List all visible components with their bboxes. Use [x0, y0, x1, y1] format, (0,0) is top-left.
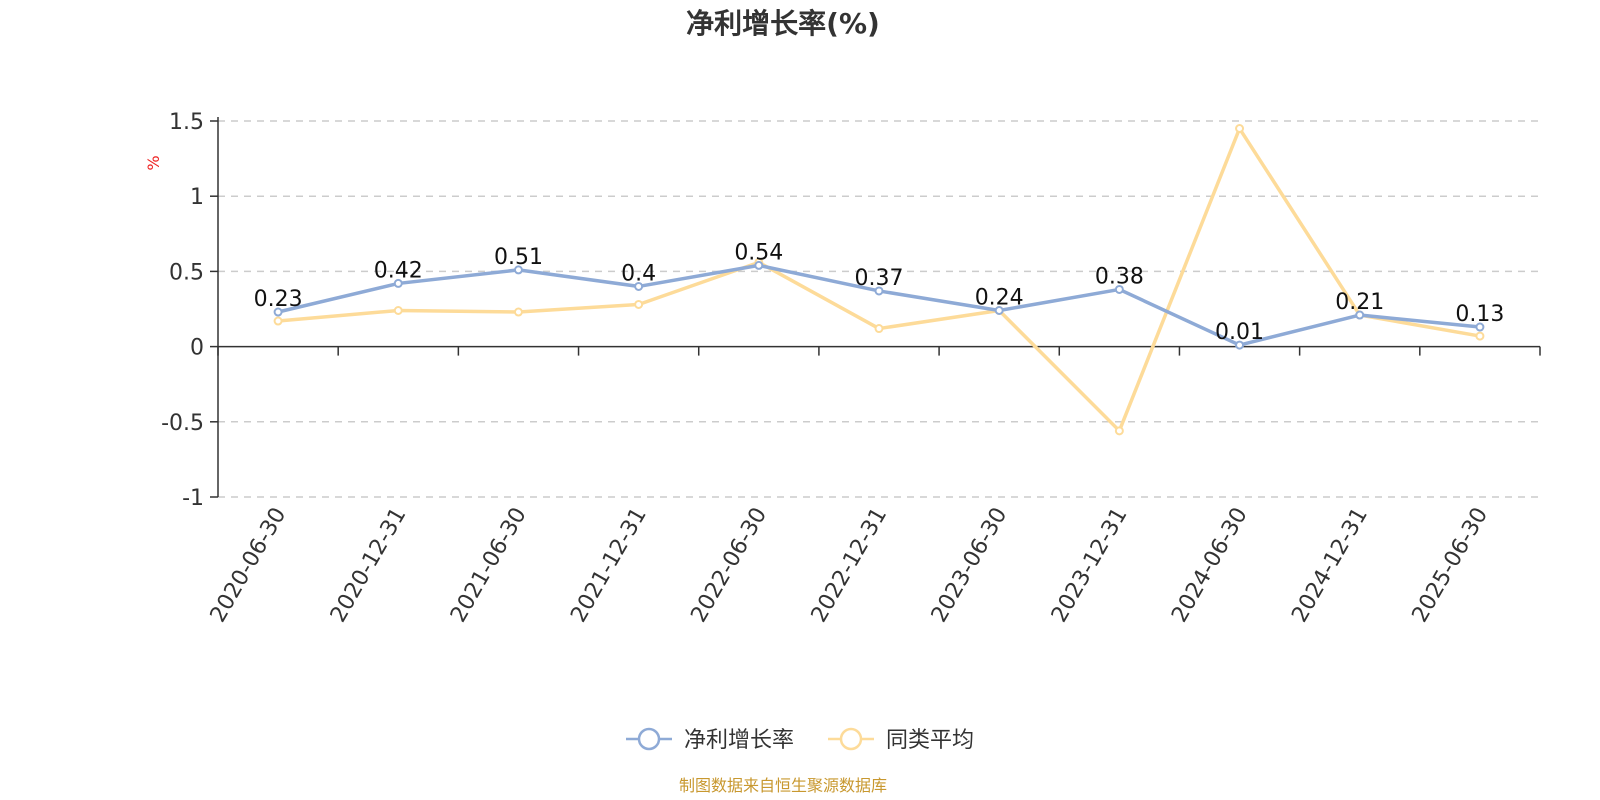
data-label: 0.01	[1215, 320, 1264, 345]
x-tick-label: 2021-12-31	[566, 504, 652, 627]
y-tick-label: 1.5	[169, 110, 204, 135]
data-label: 0.38	[1095, 264, 1144, 289]
data-label: 0.4	[621, 261, 656, 286]
legend-swatch-marker	[839, 727, 863, 751]
series-layer	[273, 124, 1485, 436]
x-tick-label: 2024-06-30	[1167, 504, 1253, 627]
series-0-point	[1235, 340, 1245, 350]
x-tick-label: 2022-12-31	[807, 504, 893, 627]
series-1-point	[1235, 124, 1245, 134]
series-0-point	[874, 286, 884, 296]
data-label: 0.21	[1335, 290, 1384, 315]
legend-item-label[interactable]: 同类平均	[886, 728, 974, 753]
x-tick-label: 2021-06-30	[446, 504, 532, 627]
series-0-point	[1114, 284, 1124, 294]
series-0-point	[513, 265, 523, 275]
x-tick-label: 2023-12-31	[1047, 504, 1133, 627]
x-tick-label: 2022-06-30	[686, 504, 772, 627]
y-tick-label: -1	[182, 486, 204, 511]
series-0-point	[1355, 310, 1365, 320]
data-source-label: 制图数据来自恒生聚源数据库	[679, 776, 887, 795]
series-0-point	[634, 281, 644, 291]
legend: 净利增长率 同类平均	[626, 727, 974, 753]
x-tick-label: 2020-06-30	[206, 504, 292, 627]
series-1-point	[1114, 426, 1124, 436]
y-tick-label: 1	[190, 185, 204, 210]
x-tick-label: 2023-06-30	[927, 504, 1013, 627]
series-1-point	[1475, 331, 1485, 341]
y-tick-label: -0.5	[161, 411, 204, 436]
data-label: 0.24	[975, 286, 1024, 311]
x-axis-ticks: 2020-06-30 2020-12-31 2021-06-30 2021-12-31…	[206, 346, 1541, 627]
y-tick-label: 0	[190, 336, 204, 361]
x-tick-label: 2020-12-31	[326, 503, 412, 626]
series-0-point	[393, 278, 403, 288]
y-tick-label: 0.5	[169, 260, 204, 285]
series-1-point	[513, 307, 523, 317]
series-0-point	[754, 260, 764, 270]
data-labels: 0.23 0.42 0.51 0.4 0.54 0.37 0.24 0.38 0.01 0.21 0…	[254, 240, 1505, 345]
x-tick-label: 2024-12-31	[1287, 504, 1373, 627]
data-label: 0.51	[494, 245, 543, 270]
data-label: 0.42	[374, 258, 423, 283]
series-0-point	[273, 307, 283, 317]
data-label: 0.23	[254, 287, 303, 312]
series-0-point	[1475, 322, 1485, 332]
series-1-point	[393, 306, 403, 316]
legend-item-label[interactable]: 净利增长率	[684, 728, 794, 753]
axes	[217, 117, 1540, 497]
data-label: 0.54	[734, 240, 783, 265]
series-1-point	[874, 324, 884, 334]
y-axis-unit-label: %	[144, 155, 163, 170]
data-label: 0.13	[1455, 302, 1504, 327]
series-1-point	[273, 316, 283, 326]
series-0-point	[994, 306, 1004, 316]
series-1-point	[634, 299, 644, 309]
x-tick-label: 2025-06-30	[1408, 504, 1494, 627]
y-axis-ticks: 1.5 1 0.5 0 -0.5 -1	[161, 110, 218, 511]
legend-swatch-marker	[637, 727, 661, 751]
chart-title: 净利增长率(%)	[686, 7, 880, 40]
data-label: 0.37	[855, 266, 904, 291]
